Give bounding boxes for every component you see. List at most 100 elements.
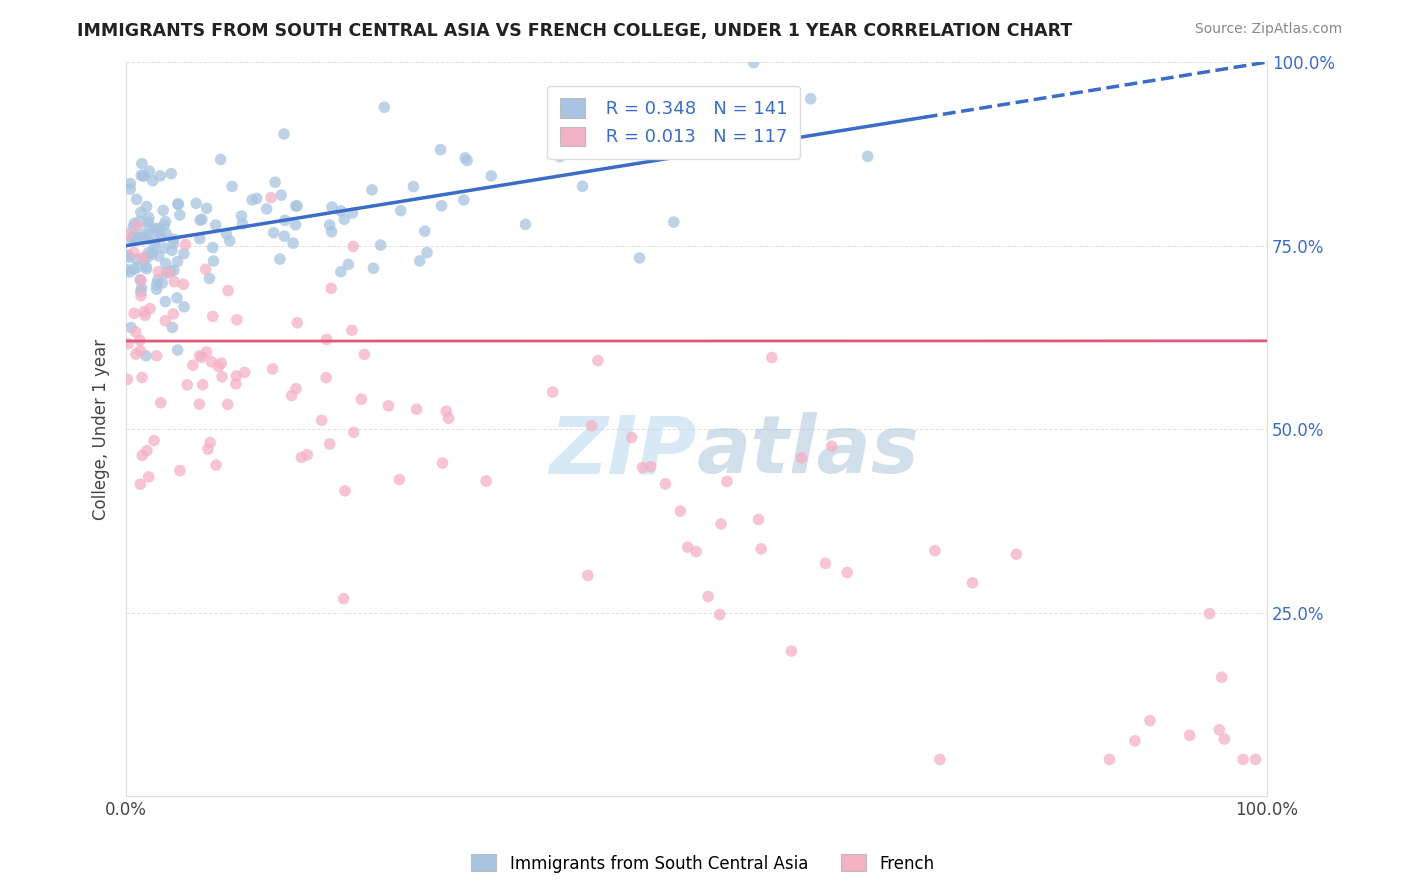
Point xyxy=(120,177,142,191)
Point xyxy=(342,206,364,220)
Point xyxy=(749,541,772,556)
Point xyxy=(962,575,984,590)
Point xyxy=(142,244,165,258)
Point xyxy=(297,448,319,462)
Point xyxy=(388,473,411,487)
Point xyxy=(125,252,148,267)
Point xyxy=(122,229,145,244)
Point xyxy=(173,300,195,314)
Point xyxy=(284,199,307,213)
Point xyxy=(262,362,284,376)
Point xyxy=(162,236,184,251)
Point xyxy=(125,325,148,339)
Point xyxy=(129,288,152,302)
Point xyxy=(138,470,160,484)
Point xyxy=(209,153,232,167)
Point xyxy=(186,196,208,211)
Point xyxy=(131,156,153,170)
Point xyxy=(118,250,141,264)
Point xyxy=(145,277,167,292)
Point xyxy=(139,301,162,316)
Point xyxy=(128,214,150,228)
Point xyxy=(311,413,333,427)
Point xyxy=(132,230,155,244)
Point xyxy=(628,251,651,265)
Point xyxy=(122,245,145,260)
Point xyxy=(274,213,297,227)
Point xyxy=(176,377,198,392)
Point xyxy=(329,265,352,279)
Point xyxy=(333,212,356,227)
Point xyxy=(571,179,593,194)
Point xyxy=(318,218,340,232)
Point xyxy=(122,306,145,320)
Point xyxy=(120,320,142,334)
Point xyxy=(197,442,219,457)
Point xyxy=(1123,734,1146,748)
Point xyxy=(285,316,308,330)
Point xyxy=(709,607,731,622)
Point xyxy=(129,285,152,299)
Point xyxy=(453,193,475,207)
Point xyxy=(190,351,212,365)
Point xyxy=(143,237,166,252)
Point xyxy=(129,274,152,288)
Point xyxy=(120,232,142,246)
Point xyxy=(429,143,451,157)
Point xyxy=(131,281,153,295)
Point xyxy=(747,512,769,526)
Point xyxy=(211,369,233,384)
Point xyxy=(281,236,304,251)
Point xyxy=(218,234,240,248)
Point xyxy=(330,203,353,218)
Point xyxy=(377,399,399,413)
Point xyxy=(1213,731,1236,746)
Point xyxy=(159,264,181,278)
Point xyxy=(174,237,197,252)
Point xyxy=(125,193,148,207)
Point xyxy=(135,349,157,363)
Point xyxy=(226,312,249,326)
Point xyxy=(361,183,384,197)
Point xyxy=(820,439,842,453)
Point xyxy=(120,182,142,196)
Point xyxy=(169,463,191,477)
Point xyxy=(143,434,166,448)
Point xyxy=(454,151,477,165)
Point xyxy=(290,450,312,465)
Point xyxy=(315,333,337,347)
Point xyxy=(153,219,176,233)
Legend: Immigrants from South Central Asia, French: Immigrants from South Central Asia, Fren… xyxy=(464,847,942,880)
Point xyxy=(479,169,502,183)
Point xyxy=(136,443,159,458)
Point xyxy=(581,418,603,433)
Point xyxy=(134,309,156,323)
Point xyxy=(595,134,617,148)
Point xyxy=(129,273,152,287)
Point xyxy=(669,504,692,518)
Point xyxy=(269,252,291,266)
Point xyxy=(576,568,599,582)
Point xyxy=(780,644,803,658)
Point xyxy=(225,376,247,391)
Point xyxy=(284,218,307,232)
Point xyxy=(273,229,295,244)
Point xyxy=(163,263,186,277)
Point xyxy=(215,227,238,241)
Point xyxy=(125,347,148,361)
Point xyxy=(264,175,287,189)
Point xyxy=(136,227,159,242)
Point xyxy=(837,566,859,580)
Point xyxy=(117,372,139,386)
Point xyxy=(201,310,224,324)
Point xyxy=(654,476,676,491)
Point xyxy=(155,227,177,241)
Legend:  R = 0.348   N = 141,  R = 0.013   N = 117: R = 0.348 N = 141, R = 0.013 N = 117 xyxy=(547,86,800,159)
Point xyxy=(157,266,180,280)
Point xyxy=(321,281,343,295)
Point xyxy=(1005,547,1028,561)
Point xyxy=(169,208,191,222)
Point xyxy=(127,230,149,244)
Point xyxy=(416,245,439,260)
Point xyxy=(1098,752,1121,766)
